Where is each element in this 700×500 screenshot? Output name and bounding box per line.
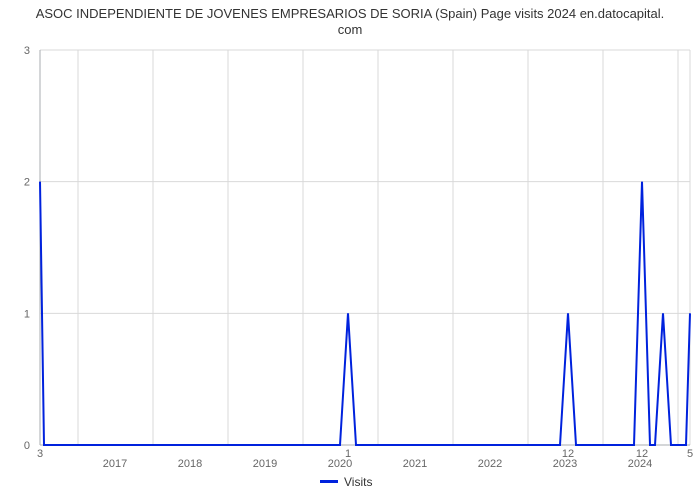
legend-label: Visits: [344, 475, 372, 489]
x-tick-label: 2019: [253, 458, 277, 470]
visits-chart: ASOC INDEPENDIENTE DE JOVENES EMPRESARIO…: [0, 0, 700, 500]
x-tick-label: 2022: [478, 458, 502, 470]
value-label: 1: [345, 448, 351, 460]
legend-swatch: [320, 480, 338, 483]
x-tick-label: 2018: [178, 458, 202, 470]
y-tick-label: 3: [24, 45, 30, 57]
plot-area: 0123201720182019202020212022202320243112…: [24, 45, 693, 470]
value-label: 5: [687, 448, 693, 460]
y-tick-label: 1: [24, 308, 30, 320]
value-label: 12: [636, 448, 648, 460]
chart-title-line1: ASOC INDEPENDIENTE DE JOVENES EMPRESARIO…: [36, 6, 665, 21]
x-tick-label: 2017: [103, 458, 127, 470]
x-tick-label: 2021: [403, 458, 427, 470]
legend: Visits: [320, 475, 372, 489]
y-tick-label: 0: [24, 440, 30, 452]
value-label: 12: [562, 448, 574, 460]
value-label: 3: [37, 448, 43, 460]
chart-title-line2: com: [338, 22, 363, 37]
y-tick-label: 2: [24, 177, 30, 189]
